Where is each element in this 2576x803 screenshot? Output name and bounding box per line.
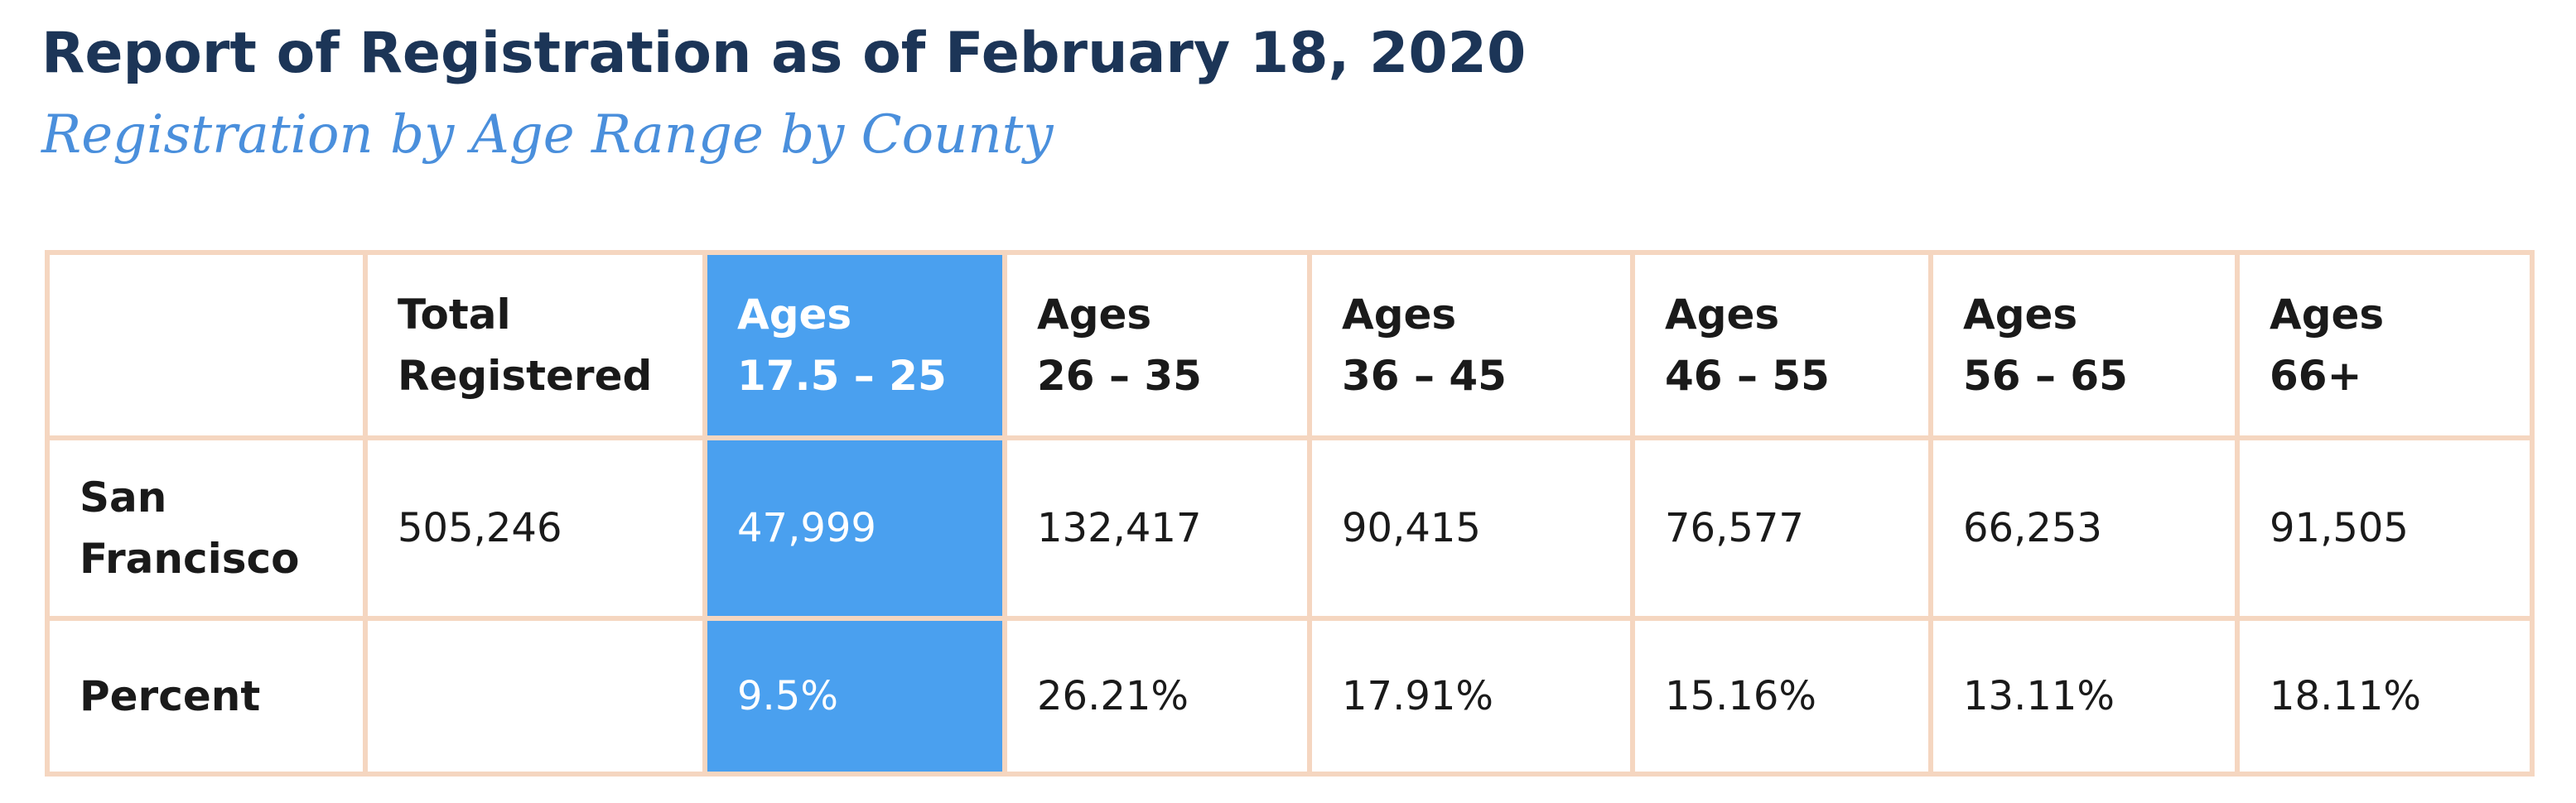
cell-percent-ages-17-5-25: 9.5% [702,616,1007,777]
cell-percent-ages-46-55: 15.16% [1630,616,1933,777]
header-line-1: Ages [2270,291,2385,339]
header-line-1: Ages [1665,291,1780,339]
cell-percent-ages-66-plus: 18.11% [2235,616,2535,777]
header-line-1: Ages [737,291,852,339]
cell-ages-46-55: 76,577 [1630,435,1933,621]
header-cell-total-registered: Total Registered [363,250,707,440]
registration-table: Total Registered Ages 17.5 – 25 Ages 26 … [45,250,2535,777]
page-subtitle: Registration by Age Range by County [41,104,1054,166]
row-label-line-1: San [80,474,167,522]
header-line-2: 56 – 65 [1963,352,2128,400]
header-cell-ages-46-55: Ages 46 – 55 [1630,250,1933,440]
header-line-2: 66+ [2270,352,2362,400]
table-header-row: Total Registered Ages 17.5 – 25 Ages 26 … [45,250,2535,440]
row-label-san-francisco: San Francisco [45,435,368,621]
cell-ages-26-35: 132,417 [1002,435,1312,621]
cell-percent-ages-36-45: 17.91% [1307,616,1635,777]
header-line-2: 36 – 45 [1342,352,1507,400]
header-cell-blank [45,250,368,440]
header-cell-ages-17-5-25: Ages 17.5 – 25 [702,250,1007,440]
header-cell-ages-36-45: Ages 36 – 45 [1307,250,1635,440]
cell-ages-66-plus: 91,505 [2235,435,2535,621]
row-label-line-2: Francisco [80,535,300,583]
cell-percent-ages-56-65: 13.11% [1928,616,2240,777]
cell-percent-ages-26-35: 26.21% [1002,616,1312,777]
header-line-1: Ages [1342,291,1457,339]
header-line-1: Ages [1037,291,1152,339]
header-cell-ages-56-65: Ages 56 – 65 [1928,250,2240,440]
header-line-1: Total [398,291,511,339]
header-line-1: Ages [1963,291,2078,339]
cell-ages-56-65: 66,253 [1928,435,2240,621]
row-label-percent: Percent [45,616,368,777]
table-row-percent: Percent 9.5% 26.21% 17.91% 15.16% 13.11%… [45,616,2535,777]
header-line-2: Registered [398,352,653,400]
table-row-san-francisco: San Francisco 505,246 47,999 132,417 90,… [45,435,2535,621]
cell-ages-36-45: 90,415 [1307,435,1635,621]
page-title: Report of Registration as of February 18… [41,21,1527,86]
cell-percent-total-registered [363,616,707,777]
header-line-2: 26 – 35 [1037,352,1202,400]
header-line-2: 17.5 – 25 [737,352,947,400]
header-cell-ages-26-35: Ages 26 – 35 [1002,250,1312,440]
cell-ages-17-5-25: 47,999 [702,435,1007,621]
cell-total-registered: 505,246 [363,435,707,621]
header-cell-ages-66-plus: Ages 66+ [2235,250,2535,440]
header-line-2: 46 – 55 [1665,352,1830,400]
